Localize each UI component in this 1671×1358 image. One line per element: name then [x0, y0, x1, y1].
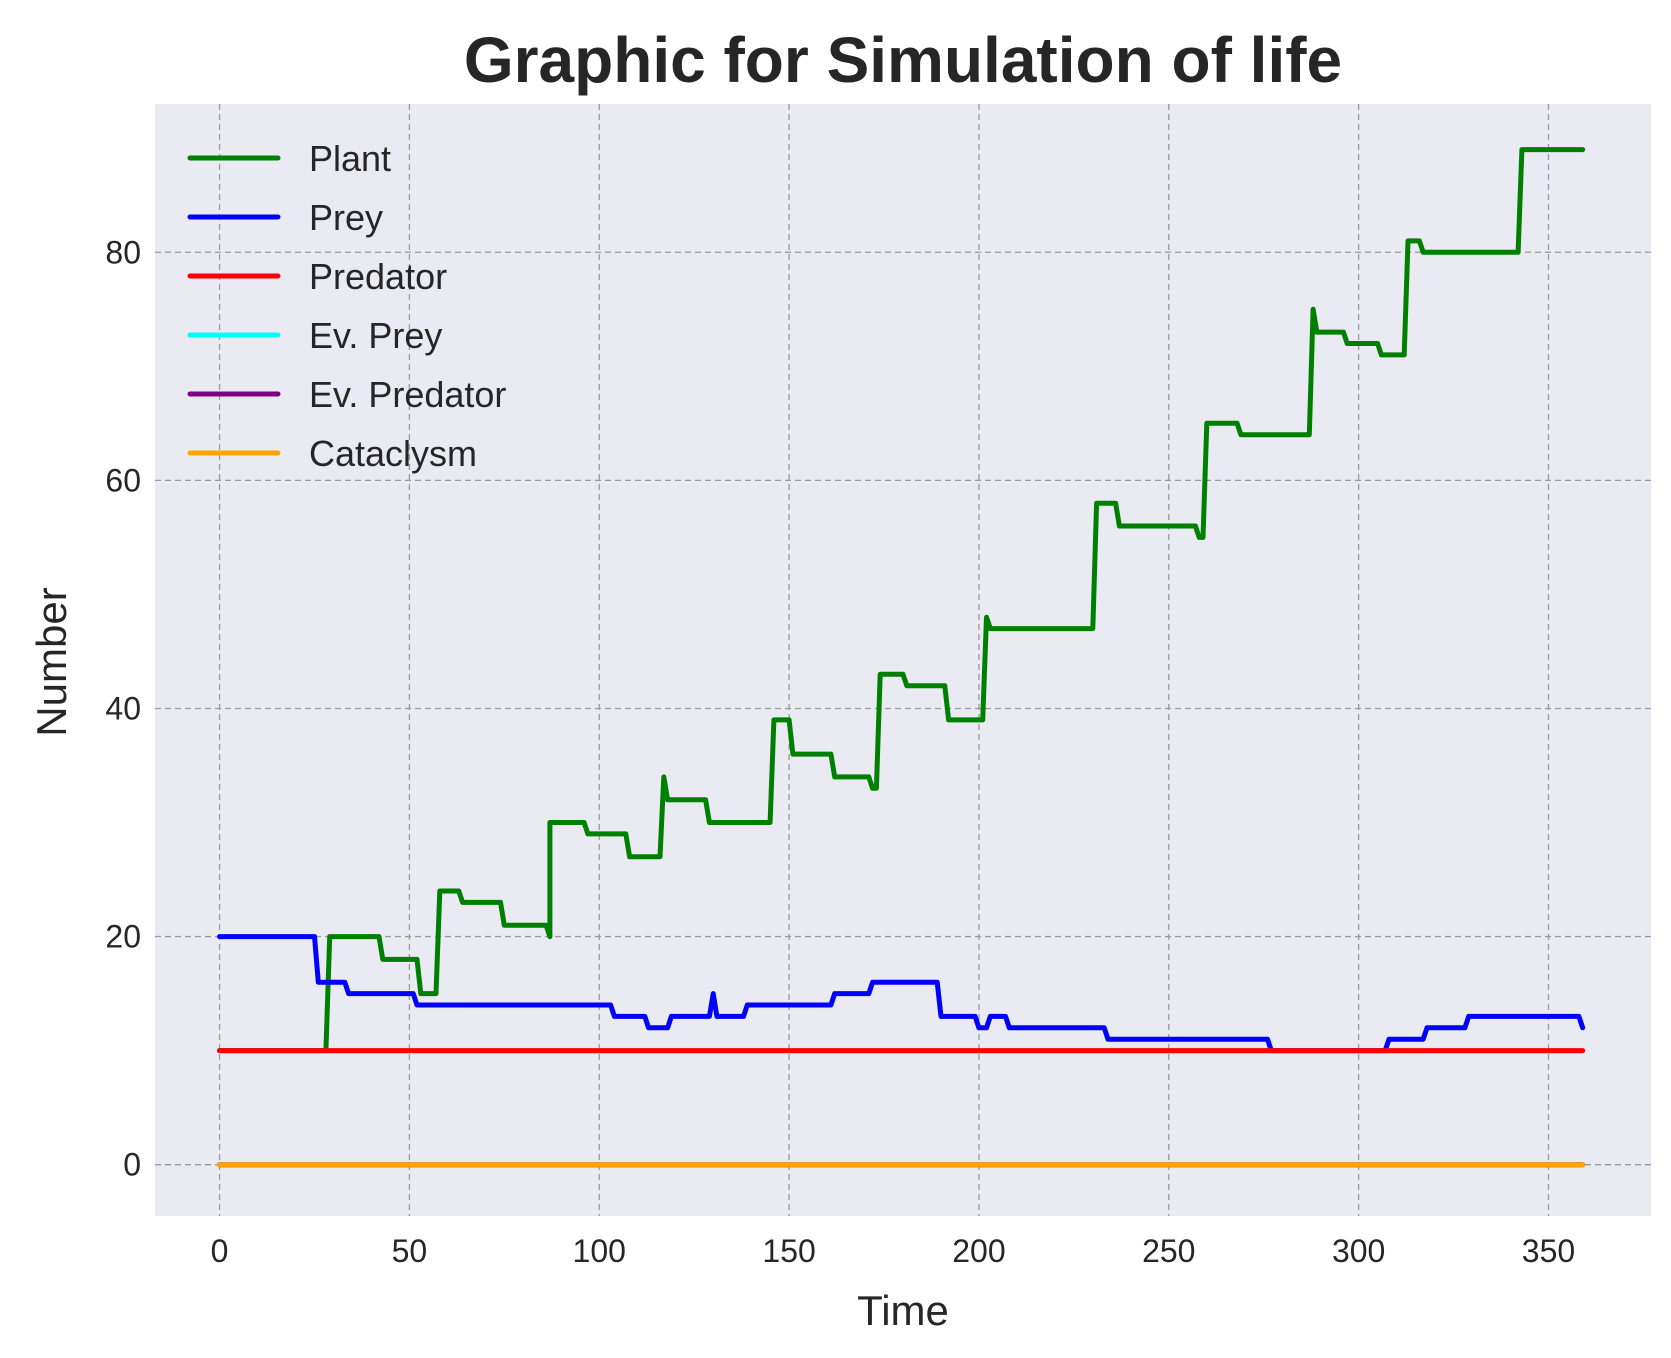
x-tick-label: 150 — [762, 1233, 815, 1269]
legend-item-ev-predator: Ev. Predator — [187, 374, 506, 415]
x-tick-label: 100 — [573, 1233, 626, 1269]
legend-item-predator: Predator — [187, 256, 447, 297]
x-axis-label: Time — [857, 1287, 949, 1334]
legend-label: Ev. Prey — [309, 315, 442, 356]
y-tick-label: 80 — [105, 234, 141, 270]
x-tick-label: 0 — [211, 1233, 229, 1269]
legend-label: Predator — [309, 256, 447, 297]
legend-item-cataclysm: Cataclysm — [187, 433, 477, 474]
chart-title: Graphic for Simulation of life — [464, 24, 1342, 96]
y-tick-label: 20 — [105, 919, 141, 955]
legend-item-ev-prey: Ev. Prey — [187, 315, 442, 356]
legend: Plant Prey Predator Ev. Prey Ev. Predator Cat… — [187, 138, 506, 474]
series-layer — [217, 147, 1586, 1168]
legend-label: Ev. Predator — [309, 374, 506, 415]
legend-label: Plant — [309, 138, 391, 179]
y-tick-label: 60 — [105, 462, 141, 498]
legend-label: Cataclysm — [309, 433, 477, 474]
legend-item-plant: Plant — [187, 138, 391, 179]
y-tick-label: 40 — [105, 690, 141, 726]
x-tick-label: 200 — [952, 1233, 1005, 1269]
legend-item-prey: Prey — [187, 197, 383, 238]
plot-area — [155, 104, 1651, 1216]
series-line-plant — [217, 147, 1586, 1054]
y-tick-label: 0 — [123, 1147, 141, 1183]
x-tick-label: 50 — [392, 1233, 428, 1269]
legend-label: Prey — [309, 197, 383, 238]
x-tick-label: 250 — [1142, 1233, 1195, 1269]
ticks: 0 50 100 150 200 250 300 350 0 20 40 60 80 — [105, 234, 1575, 1269]
x-tick-label: 350 — [1522, 1233, 1575, 1269]
y-axis-label: Number — [28, 587, 75, 736]
x-tick-label: 300 — [1332, 1233, 1385, 1269]
grid — [155, 104, 1651, 1216]
